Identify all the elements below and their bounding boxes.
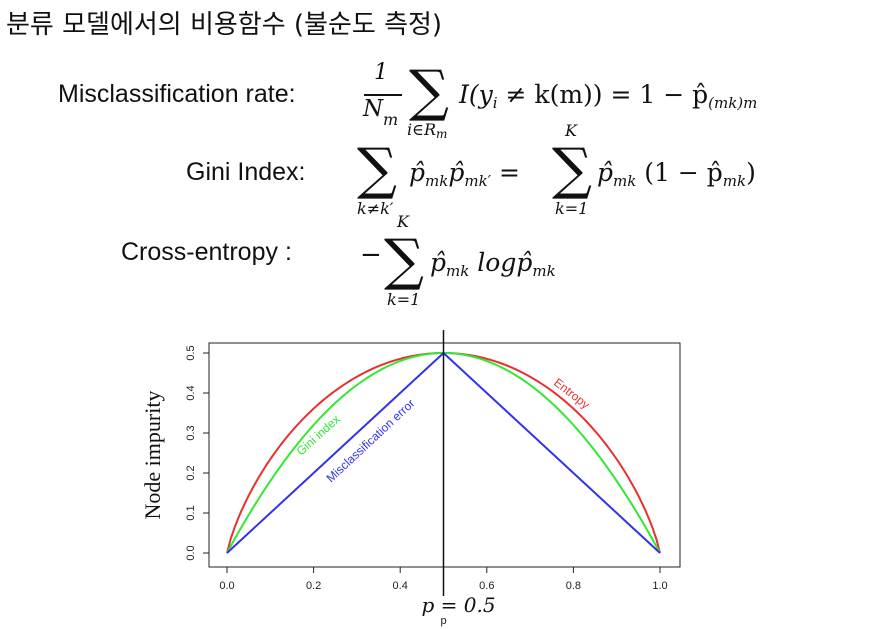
sum-symbol: ∑ <box>384 228 424 293</box>
x-tick-label: 0.8 <box>566 580 581 592</box>
x-tick-label: 0.6 <box>479 580 494 592</box>
page-title: 분류 모델에서의 비용함수 (불순도 측정) <box>6 10 443 40</box>
y-axis-label: Node impurity <box>140 391 165 520</box>
y-tick-label: 0.1 <box>185 505 197 520</box>
mis-denominator-sub: m <box>383 110 399 129</box>
x-tick-label: 0.2 <box>306 580 321 592</box>
x-tick-label: 0.0 <box>219 580 234 592</box>
ce-sum-top: K <box>397 212 409 231</box>
y-tick-label: 0.2 <box>185 465 197 480</box>
sum-symbol: ∑ <box>409 59 449 124</box>
ce-body: p̂mk logp̂mk <box>430 248 556 280</box>
ce-minus: − <box>360 240 382 270</box>
misclassification-label: Misclassification rate: <box>58 80 296 108</box>
y-tick-label: 0.3 <box>185 425 197 440</box>
sum-symbol: ∑ <box>552 137 592 202</box>
gini-body: p̂mkp̂mk′ = <box>409 158 520 190</box>
cross-entropy-label: Cross-entropy : <box>121 238 292 266</box>
vline-label: p = 0.5 <box>422 593 496 617</box>
gini-sum-sub: k≠k′ <box>357 199 394 218</box>
mis-body: I(yi ≠ k(m)) = 1 − p̂(mk)m <box>459 80 758 112</box>
x-tick-label: 0.4 <box>393 580 408 592</box>
series-label-misclassification-error: Misclassification error <box>323 396 417 485</box>
x-axis-label: p <box>440 615 446 627</box>
fraction-line <box>364 94 402 96</box>
mis-denominator: N <box>363 96 384 122</box>
y-tick-label: 0.5 <box>185 345 197 360</box>
gini-sum2-top: K <box>565 121 577 140</box>
mis-numerator: 1 <box>374 60 388 85</box>
y-tick-label: 0.4 <box>185 385 197 400</box>
x-tick-label: 1.0 <box>652 580 667 592</box>
gini-label: Gini Index: <box>186 158 306 186</box>
ce-sum-sub: k=1 <box>387 290 421 309</box>
mis-sum-sub: i∈Rm <box>407 120 448 141</box>
plot-frame <box>208 342 681 568</box>
sum-symbol: ∑ <box>357 137 397 202</box>
gini-sum2-sub: k=1 <box>555 199 589 218</box>
gini-rhs: p̂mk (1 − p̂mk) <box>597 158 756 190</box>
y-tick-label: 0.0 <box>185 545 197 560</box>
